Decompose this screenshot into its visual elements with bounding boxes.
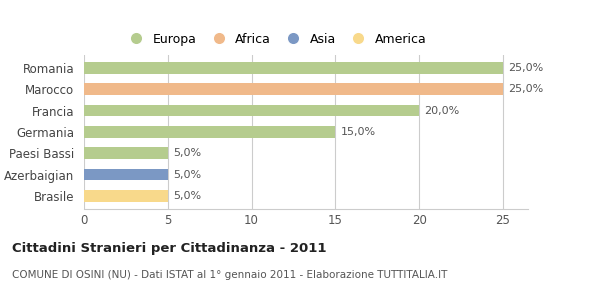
Text: Cittadini Stranieri per Cittadinanza - 2011: Cittadini Stranieri per Cittadinanza - 2… bbox=[12, 242, 326, 255]
Text: 5,0%: 5,0% bbox=[173, 148, 201, 158]
Bar bbox=[84, 190, 168, 202]
Text: 20,0%: 20,0% bbox=[424, 106, 460, 116]
Bar bbox=[84, 105, 419, 117]
Bar bbox=[84, 126, 335, 138]
Text: 5,0%: 5,0% bbox=[173, 170, 201, 180]
Text: 15,0%: 15,0% bbox=[340, 127, 376, 137]
Text: 25,0%: 25,0% bbox=[508, 63, 543, 73]
Bar bbox=[84, 147, 168, 159]
Bar bbox=[84, 84, 503, 95]
Text: 25,0%: 25,0% bbox=[508, 84, 543, 94]
Legend: Europa, Africa, Asia, America: Europa, Africa, Asia, America bbox=[119, 28, 431, 50]
Bar bbox=[84, 169, 168, 180]
Bar bbox=[84, 62, 503, 74]
Text: COMUNE DI OSINI (NU) - Dati ISTAT al 1° gennaio 2011 - Elaborazione TUTTITALIA.I: COMUNE DI OSINI (NU) - Dati ISTAT al 1° … bbox=[12, 270, 448, 280]
Text: 5,0%: 5,0% bbox=[173, 191, 201, 201]
